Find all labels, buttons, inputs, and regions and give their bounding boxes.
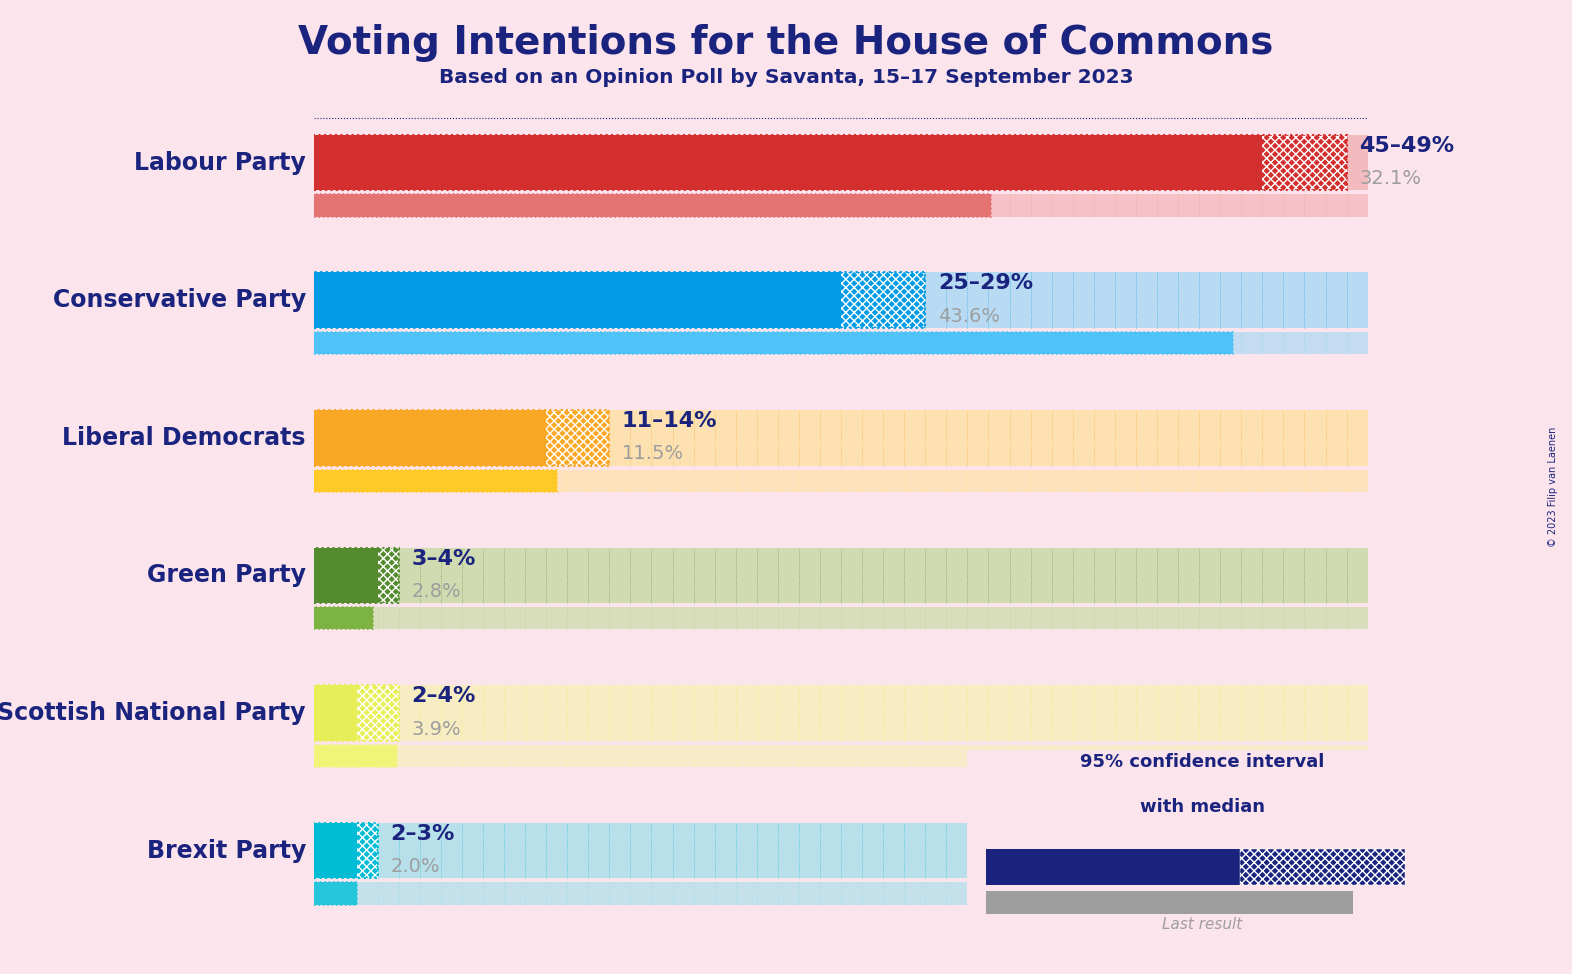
Bar — [314, 745, 396, 768]
Text: Conservative Party: Conservative Party — [53, 288, 307, 312]
Bar — [314, 410, 545, 466]
Bar — [357, 685, 399, 741]
Bar — [314, 547, 399, 603]
Bar — [314, 332, 1232, 355]
Bar — [314, 882, 357, 905]
Bar — [314, 823, 357, 879]
Bar — [314, 607, 1368, 629]
Bar — [314, 469, 1368, 492]
Bar — [314, 607, 374, 629]
Text: 11–14%: 11–14% — [623, 411, 717, 431]
Bar — [314, 685, 399, 741]
Bar — [841, 273, 926, 328]
Text: Scottish National Party: Scottish National Party — [0, 701, 307, 725]
Text: 45–49%: 45–49% — [1360, 135, 1454, 156]
Bar — [314, 332, 1368, 355]
Text: 3–4%: 3–4% — [412, 548, 476, 569]
Text: Based on an Opinion Poll by Savanta, 15–17 September 2023: Based on an Opinion Poll by Savanta, 15–… — [439, 68, 1133, 88]
Bar — [314, 547, 377, 603]
Bar — [1262, 134, 1347, 190]
Bar — [314, 547, 1368, 603]
Text: 11.5%: 11.5% — [623, 444, 684, 464]
Bar — [545, 410, 610, 466]
Bar — [314, 332, 1232, 355]
Bar — [314, 607, 374, 629]
Bar — [314, 195, 990, 216]
Text: 2–3%: 2–3% — [390, 824, 454, 843]
Text: Labour Party: Labour Party — [134, 151, 307, 174]
Text: © 2023 Filip van Laenen: © 2023 Filip van Laenen — [1548, 427, 1558, 547]
Text: 95% confidence interval: 95% confidence interval — [1080, 754, 1325, 771]
Bar — [377, 547, 399, 603]
Bar — [314, 134, 1368, 190]
Bar — [314, 273, 841, 328]
Text: Brexit Party: Brexit Party — [146, 839, 307, 863]
Text: Green Party: Green Party — [146, 563, 307, 587]
Bar — [986, 848, 1240, 884]
Text: 3.9%: 3.9% — [412, 720, 461, 738]
Bar — [1240, 848, 1405, 884]
Text: Last result: Last result — [1162, 918, 1243, 932]
Bar — [314, 469, 556, 492]
Text: 32.1%: 32.1% — [1360, 169, 1421, 188]
Bar — [314, 410, 1368, 466]
Bar — [314, 745, 1368, 768]
Bar — [986, 891, 1353, 914]
Bar — [314, 410, 610, 466]
Bar — [314, 273, 1368, 328]
Bar — [314, 745, 396, 768]
Text: Liberal Democrats: Liberal Democrats — [63, 426, 307, 450]
Bar — [314, 882, 357, 905]
Text: 2.8%: 2.8% — [412, 582, 461, 601]
Bar — [314, 273, 926, 328]
Bar — [314, 685, 357, 741]
Bar — [314, 469, 556, 492]
Bar — [314, 823, 377, 879]
Text: 2–4%: 2–4% — [412, 687, 476, 706]
Bar — [314, 685, 1368, 741]
Bar — [314, 195, 990, 216]
Text: Voting Intentions for the House of Commons: Voting Intentions for the House of Commo… — [299, 24, 1273, 62]
Bar — [314, 195, 1368, 216]
Text: with median: with median — [1140, 798, 1265, 815]
Bar — [314, 134, 1262, 190]
Bar — [314, 134, 1347, 190]
Text: 2.0%: 2.0% — [390, 857, 440, 877]
Bar — [314, 882, 1368, 905]
Text: 25–29%: 25–29% — [938, 274, 1033, 293]
Bar — [314, 823, 1368, 879]
Text: 43.6%: 43.6% — [938, 307, 1000, 326]
Bar — [357, 823, 377, 879]
